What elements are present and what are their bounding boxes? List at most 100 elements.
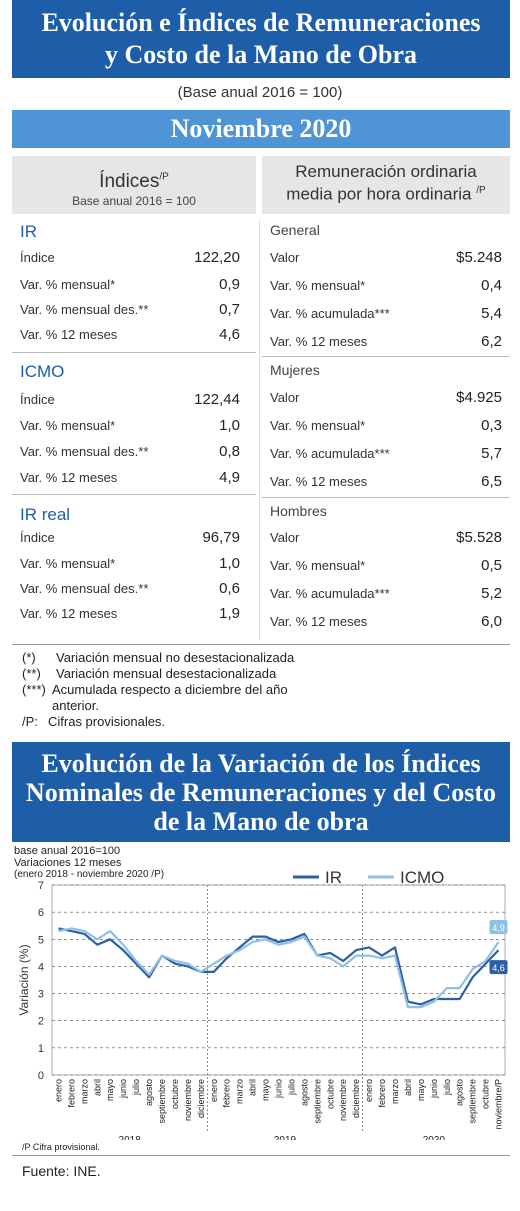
- x-tick-label: noviembre/P: [494, 1079, 504, 1130]
- mujeres-accum-row: Var. % acumulada*** 5,7: [270, 445, 502, 462]
- note-item: (*) Variación mensual no desestacionaliza…: [22, 650, 295, 665]
- chart-caption-base: base anual 2016=100: [14, 845, 121, 857]
- legend-label: IR: [325, 868, 342, 887]
- y-tick-label: 7: [38, 880, 44, 892]
- x-tick-label: enero: [364, 1079, 374, 1102]
- x-tick-label: agosto: [299, 1079, 309, 1106]
- chart-section-title-line2: Nominales de Remuneraciones y del Costo: [25, 778, 497, 807]
- base-note: (Base anual 2016 = 100): [177, 84, 343, 101]
- panel-divider: [259, 220, 260, 640]
- x-tick-label: octubre: [170, 1079, 180, 1109]
- main-title-line1: Evolución e Índices de Remuneraciones: [41, 8, 481, 37]
- general-12m-row: Var. % 12 meses 6,2: [270, 333, 502, 350]
- x-tick-label: julio: [442, 1079, 452, 1096]
- mujeres-12m-row: Var. % 12 meses 6,5: [270, 473, 502, 490]
- plot-frame: [51, 884, 506, 1076]
- x-tick-label: septiembre: [468, 1079, 478, 1124]
- y-tick-label: 1: [38, 1043, 44, 1055]
- main-title-line2: y Costo de la Mano de Obra: [105, 40, 417, 69]
- end-label: 4,9: [492, 923, 505, 933]
- x-tick-label: abril: [248, 1079, 258, 1096]
- hombres-value-row: Valor $5.528: [270, 529, 502, 546]
- y-tick-label: 6: [38, 907, 44, 919]
- year-label: 2020: [423, 1135, 446, 1140]
- note-item: (***) Acumulada respecto a diciembre del …: [22, 682, 288, 713]
- x-tick-label: noviembre: [338, 1079, 348, 1121]
- chart-caption-variation: Variaciones 12 meses: [14, 857, 122, 869]
- separator: [12, 494, 256, 495]
- irreal-monthly-des-row: Var. % mensual des.** 0,6: [20, 580, 240, 597]
- source-note: Fuente: INE.: [22, 1163, 101, 1179]
- x-tick-label: febrero: [66, 1079, 76, 1108]
- x-tick-label: marzo: [390, 1079, 400, 1104]
- group-hombres-title: Hombres: [270, 503, 327, 519]
- x-tick-label: octubre: [481, 1079, 491, 1109]
- icmo-monthly-des-row: Var. % mensual des.** 0,8: [20, 443, 240, 460]
- y-tick-label: 4: [38, 961, 44, 973]
- x-tick-label: abril: [403, 1079, 413, 1096]
- hombres-accum-row: Var. % acumulada*** 5,2: [270, 585, 502, 602]
- note-item: /P: Cifras provisionales.: [22, 714, 166, 729]
- x-tick-label: agosto: [455, 1079, 465, 1106]
- group-ir-title: IR: [20, 222, 37, 241]
- x-tick-label: julio: [286, 1079, 296, 1096]
- x-tick-label: abril: [92, 1079, 102, 1096]
- year-label: 2019: [274, 1135, 297, 1140]
- irreal-index-row: Índice 96,79: [20, 529, 240, 546]
- x-tick-label: septiembre: [157, 1079, 167, 1124]
- x-tick-label: julio: [131, 1079, 141, 1096]
- x-tick-label: agosto: [144, 1079, 154, 1106]
- y-tick-label: 2: [38, 1016, 44, 1028]
- end-label-box: [489, 920, 508, 934]
- group-ir-real-title: IR real: [20, 505, 71, 524]
- y-tick-label: 5: [38, 934, 44, 946]
- x-tick-label: octubre: [325, 1079, 335, 1109]
- irreal-monthly-row: Var. % mensual* 1,0: [20, 555, 240, 572]
- separator: [12, 352, 256, 353]
- general-accum-row: Var. % acumulada*** 5,4: [270, 305, 502, 322]
- series-line-icmo: [58, 927, 500, 1009]
- x-tick-label: junio: [118, 1079, 128, 1099]
- month-banner: Noviembre 2020: [12, 110, 510, 148]
- ir-monthly-row: Var. % mensual* 0,9: [20, 276, 240, 293]
- end-label-box: [489, 960, 508, 975]
- remuneration-title-line1: Remuneración ordinaria: [295, 162, 477, 181]
- irreal-12m-row: Var. % 12 meses 1,9: [20, 605, 240, 622]
- x-tick-label: junio: [429, 1079, 439, 1099]
- separator: [262, 497, 510, 498]
- indices-title: Índices/P: [99, 171, 169, 192]
- mujeres-monthly-row: Var. % mensual* 0,3: [270, 417, 502, 434]
- x-tick-label: diciembre: [351, 1079, 361, 1118]
- x-tick-label: diciembre: [196, 1079, 206, 1118]
- remuneration-header: Remuneración ordinaria media por hora or…: [262, 156, 510, 214]
- x-tick-label: enero: [53, 1079, 63, 1102]
- chart-section-title-line3: de la Mano de obra: [153, 807, 369, 836]
- series-line-ir: [58, 927, 500, 1006]
- x-tick-label: febrero: [222, 1079, 232, 1108]
- footer-separator: [12, 1155, 510, 1156]
- year-label: 2018: [119, 1135, 142, 1140]
- hombres-monthly-row: Var. % mensual* 0,5: [270, 557, 502, 574]
- x-tick-label: junio: [274, 1079, 284, 1099]
- x-tick-label: noviembre: [183, 1079, 193, 1121]
- chart-section-title: Evolución de la Variación de los Índices…: [12, 742, 510, 842]
- icmo-12m-row: Var. % 12 meses 4,9: [20, 469, 240, 486]
- separator: [262, 356, 510, 357]
- end-label: 4,6: [492, 963, 505, 973]
- x-tick-label: mayo: [416, 1079, 426, 1101]
- general-monthly-row: Var. % mensual* 0,4: [270, 277, 502, 294]
- group-icmo-title: ICMO: [20, 362, 65, 381]
- remuneration-title-line2: media por hora ordinaria /P: [286, 184, 486, 204]
- general-value-row: Valor $5.248: [270, 249, 502, 266]
- x-tick-label: mayo: [105, 1079, 115, 1101]
- icmo-index-row: Índice 122,44: [20, 391, 240, 408]
- icmo-monthly-row: Var. % mensual* 1,0: [20, 417, 240, 434]
- chart-footnote: /P Cifra provisional.: [22, 1142, 100, 1152]
- ir-12m-row: Var. % 12 meses 4,6: [20, 326, 240, 343]
- x-tick-label: enero: [209, 1079, 219, 1102]
- x-tick-label: mayo: [261, 1079, 271, 1101]
- group-mujeres-title: Mujeres: [270, 362, 320, 378]
- note-item: (**) Variación mensual desestacionalizada: [22, 666, 277, 681]
- group-general-title: General: [270, 222, 320, 238]
